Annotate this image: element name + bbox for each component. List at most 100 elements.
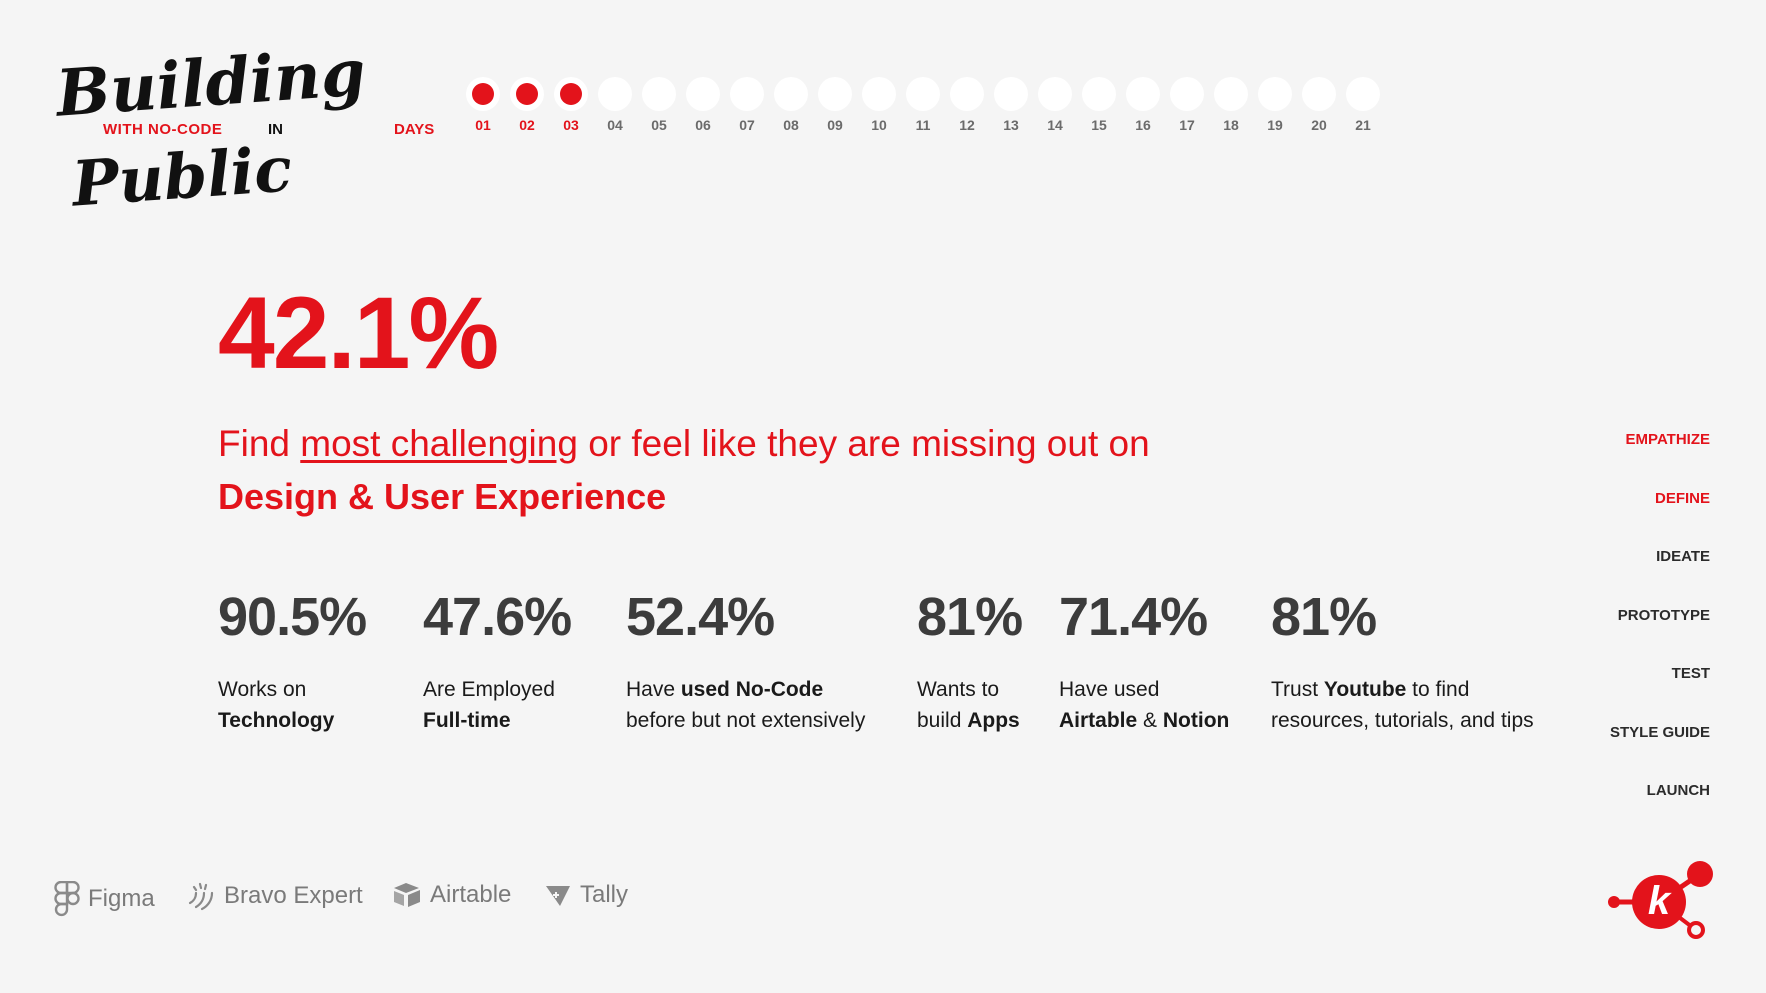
stat-text: Trust bbox=[1271, 678, 1324, 701]
logo-in: IN bbox=[268, 121, 283, 138]
day-04: 04 bbox=[598, 77, 632, 133]
stat-text: to find bbox=[1406, 678, 1470, 701]
stat-description-line: resources, tutorials, and tips bbox=[1271, 705, 1534, 736]
day-dot bbox=[1258, 77, 1292, 111]
stat-description-line: Full-time bbox=[423, 705, 571, 736]
days-label: DAYS bbox=[394, 121, 435, 138]
day-dot bbox=[1038, 77, 1072, 111]
day-14: 14 bbox=[1038, 77, 1072, 133]
bravo-icon bbox=[186, 881, 216, 911]
day-21: 21 bbox=[1346, 77, 1380, 133]
stat-value: 71.4% bbox=[1059, 587, 1208, 647]
day-19: 19 bbox=[1258, 77, 1292, 133]
day-18: 18 bbox=[1214, 77, 1248, 133]
logo-line-public: Public bbox=[69, 132, 295, 221]
day-dot bbox=[1170, 77, 1204, 111]
stat-item: 81% Trust Youtube to find resources, tutor… bbox=[1271, 590, 1534, 736]
day-dot bbox=[774, 77, 808, 111]
logo-subtitle: WITH NO-CODE bbox=[103, 121, 223, 138]
day-number: 13 bbox=[1003, 117, 1019, 133]
nav-item-launch[interactable]: LAUNCH bbox=[1646, 782, 1710, 799]
day-number: 15 bbox=[1091, 117, 1107, 133]
nav-item-empathize[interactable]: EMPATHIZE bbox=[1625, 431, 1710, 448]
stat-emphasis: Apps bbox=[967, 709, 1020, 732]
stat-description-line: Trust Youtube to find bbox=[1271, 674, 1534, 705]
day-dot bbox=[1082, 77, 1116, 111]
stat-description-line: Airtable & Notion bbox=[1059, 705, 1229, 736]
airtable-icon bbox=[392, 881, 422, 909]
day-09: 09 bbox=[818, 77, 852, 133]
day-number: 21 bbox=[1355, 117, 1371, 133]
hero-text-after: or feel like they are missing out on bbox=[577, 423, 1150, 464]
nav-item-prototype[interactable]: PROTOTYPE bbox=[1617, 607, 1710, 624]
stat-item: 81% Wants to build Apps bbox=[917, 587, 1023, 736]
stat-value: 81% bbox=[917, 587, 1023, 647]
nav-item-test[interactable]: TEST bbox=[1671, 665, 1710, 682]
stat-emphasis: Technology bbox=[218, 709, 335, 732]
day-number: 04 bbox=[607, 117, 623, 133]
stat-text: & bbox=[1137, 709, 1163, 732]
day-20: 20 bbox=[1302, 77, 1336, 133]
stat-text: Have used bbox=[1059, 678, 1160, 701]
day-number: 08 bbox=[783, 117, 799, 133]
stat-description: Wants to build Apps bbox=[917, 674, 1022, 736]
stat-text: Works on bbox=[218, 678, 307, 701]
day-number: 06 bbox=[695, 117, 711, 133]
day-05: 05 bbox=[642, 77, 676, 133]
day-08: 08 bbox=[774, 77, 808, 133]
stat-description: Have used No-Code before but not extensiv… bbox=[626, 674, 865, 736]
day-02: 02 bbox=[510, 77, 544, 133]
day-number: 20 bbox=[1311, 117, 1327, 133]
stat-description-line: Have used bbox=[1059, 674, 1229, 705]
tool-bravo-expert: Bravo Expert bbox=[186, 881, 363, 911]
day-number: 19 bbox=[1267, 117, 1283, 133]
day-number: 05 bbox=[651, 117, 667, 133]
tool-figma: Figma bbox=[54, 881, 155, 917]
day-dot bbox=[466, 77, 500, 111]
day-dot bbox=[1302, 77, 1336, 111]
stat-text: Wants to bbox=[917, 678, 1000, 701]
logo-line-building: Building bbox=[53, 35, 368, 132]
tool-label: Bravo Expert bbox=[224, 882, 363, 909]
day-dot bbox=[510, 77, 544, 111]
day-10: 10 bbox=[862, 77, 896, 133]
day-dot bbox=[730, 77, 764, 111]
day-dot bbox=[818, 77, 852, 111]
stat-text: Are Employed bbox=[423, 678, 555, 701]
stat-text: build bbox=[917, 709, 968, 732]
stat-description-line: Works on bbox=[218, 674, 366, 705]
nav-item-define[interactable]: DEFINE bbox=[1654, 490, 1710, 507]
day-number: 16 bbox=[1135, 117, 1151, 133]
tool-label: Airtable bbox=[430, 881, 512, 908]
hero-topic: Design & User Experience bbox=[218, 476, 667, 517]
day-dot bbox=[950, 77, 984, 111]
day-number: 02 bbox=[519, 117, 535, 133]
stat-emphasis: Notion bbox=[1162, 709, 1230, 732]
stat-emphasis: Airtable bbox=[1059, 709, 1138, 732]
hero-text-underlined: most challenging bbox=[300, 423, 578, 464]
nav-item-style-guide[interactable]: STYLE GUIDE bbox=[1609, 724, 1710, 741]
brand-logo-letter: k bbox=[1647, 879, 1671, 923]
day-15: 15 bbox=[1082, 77, 1116, 133]
day-dot bbox=[598, 77, 632, 111]
stat-emphasis: Full-time bbox=[423, 709, 511, 732]
day-dot bbox=[1346, 77, 1380, 111]
stat-description: Works on Technology bbox=[218, 674, 366, 736]
stat-item: 52.4% Have used No-Code before but not ext… bbox=[626, 590, 865, 736]
day-number: 18 bbox=[1223, 117, 1239, 133]
day-number: 07 bbox=[739, 117, 755, 133]
hero-percentage: 42.1% bbox=[218, 276, 499, 390]
day-06: 06 bbox=[686, 77, 720, 133]
stat-description-line: Have used No-Code bbox=[626, 674, 865, 705]
stat-description-line: build Apps bbox=[917, 705, 1022, 736]
stat-description-line: Wants to bbox=[917, 674, 1022, 705]
day-number: 09 bbox=[827, 117, 843, 133]
day-number: 12 bbox=[959, 117, 975, 133]
stat-item: 47.6% Are Employed Full-time bbox=[423, 590, 572, 736]
stat-description: Trust Youtube to find resources, tutorial… bbox=[1271, 674, 1534, 736]
figma-icon bbox=[54, 881, 80, 917]
hero-statement: Find most challenging or feel like they … bbox=[218, 423, 1150, 465]
nav-item-ideate[interactable]: IDEATE bbox=[1656, 548, 1710, 565]
stat-text: before but not extensively bbox=[626, 709, 866, 732]
day-number: 10 bbox=[871, 117, 887, 133]
